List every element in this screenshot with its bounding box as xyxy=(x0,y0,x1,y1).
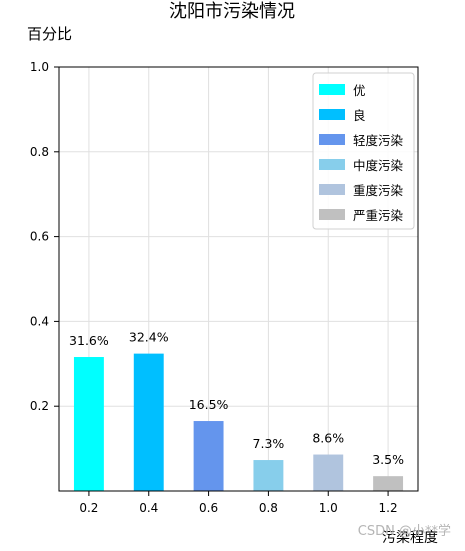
bar xyxy=(133,353,164,491)
y-tick-label: 0.8 xyxy=(30,145,49,159)
x-tick-label: 1.0 xyxy=(319,501,338,515)
y-tick-label: 0.6 xyxy=(30,230,49,244)
bar-data-label: 3.5% xyxy=(372,452,404,467)
x-tick-label: 0.8 xyxy=(259,501,278,515)
y-ticks-group: 0.2 0.4 0.6 0.8 1.0 xyxy=(30,60,59,413)
bar-data-label: 32.4% xyxy=(129,330,169,345)
legend-swatch xyxy=(319,134,345,145)
x-axis-label: 污染程度 xyxy=(382,530,438,546)
bar xyxy=(313,454,344,491)
y-axis-label: 百分比 xyxy=(27,25,72,43)
legend-swatch xyxy=(319,184,345,195)
bar xyxy=(253,460,284,491)
x-tick-label: 1.2 xyxy=(379,501,398,515)
bar-data-label: 7.3% xyxy=(253,436,285,451)
y-tick-label: 1.0 xyxy=(30,60,49,74)
bar xyxy=(373,476,404,491)
x-tick-label: 0.6 xyxy=(199,501,218,515)
legend-label: 优 xyxy=(353,83,366,98)
legend-swatch xyxy=(319,109,345,120)
legend-label: 中度污染 xyxy=(353,158,404,173)
legend-label: 严重污染 xyxy=(353,208,404,223)
legend-swatch xyxy=(319,159,345,170)
bar-data-label: 31.6% xyxy=(69,333,109,348)
legend-label: 重度污染 xyxy=(353,183,404,198)
x-ticks-group: 0.2 0.4 0.6 0.8 1.0 1.2 xyxy=(79,491,398,515)
watermark-text: CSDN @小**学 xyxy=(357,524,451,539)
bar xyxy=(193,421,224,491)
x-tick-label: 0.4 xyxy=(139,501,158,515)
y-tick-label: 0.2 xyxy=(30,399,49,413)
data-labels-group: 31.6% 32.4% 16.5% 7.3% 8.6% 3.5% xyxy=(69,330,404,468)
bars-group xyxy=(73,353,404,491)
legend-swatch xyxy=(319,209,345,220)
bar-data-label: 8.6% xyxy=(312,431,344,446)
legend-label: 良 xyxy=(353,108,366,123)
x-tick-label: 0.2 xyxy=(79,501,98,515)
plot-frame xyxy=(58,66,419,492)
legend-swatch xyxy=(319,84,345,95)
chart-title: 沈阳市污染情况 xyxy=(169,1,295,22)
legend-label: 轻度污染 xyxy=(353,133,404,148)
bar-data-label: 16.5% xyxy=(189,397,229,412)
y-tick-label: 0.4 xyxy=(30,314,49,328)
bar xyxy=(73,357,104,491)
